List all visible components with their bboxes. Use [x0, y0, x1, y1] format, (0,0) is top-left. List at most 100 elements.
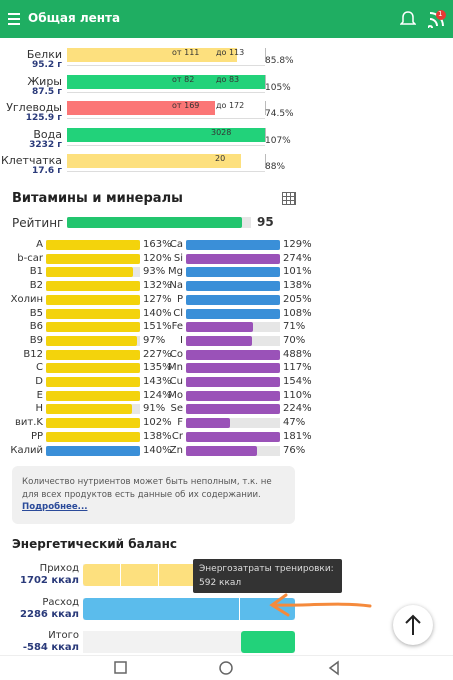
- nutrient-name: Cl: [173, 307, 183, 319]
- bar: [67, 154, 242, 168]
- bar: [46, 308, 140, 319]
- rating-value: 95: [257, 215, 274, 229]
- percent: 227%: [143, 348, 172, 360]
- rating-label: Рейтинг: [12, 216, 64, 230]
- nutrient-name: Co: [169, 348, 183, 360]
- tooltip: Энергозатраты тренировки: 592 ккал: [193, 559, 342, 593]
- energy-value: 2286 ккал: [20, 608, 79, 620]
- bar: [46, 377, 140, 387]
- percent: 181%: [283, 430, 312, 442]
- max-label: до 83: [216, 74, 240, 84]
- nutrient-name: P: [176, 293, 183, 305]
- nutrient-name: F: [177, 417, 183, 429]
- bell-icon[interactable]: [400, 10, 416, 28]
- percent: 88%: [265, 162, 286, 172]
- energy-label: Приход: [39, 563, 79, 574]
- bar: [46, 390, 140, 401]
- percent: 124%: [143, 389, 172, 401]
- app-bar: Общая лента 1: [0, 0, 453, 38]
- nav-bar: [0, 655, 453, 680]
- bar-track: [186, 418, 280, 429]
- percent: 132%: [143, 280, 172, 292]
- scroll-top-button[interactable]: [393, 605, 433, 645]
- bar: [46, 404, 132, 415]
- percent: 110%: [283, 389, 312, 401]
- percent: 91%: [143, 403, 166, 415]
- bar-track: [67, 154, 266, 168]
- table-icon[interactable]: [282, 192, 296, 205]
- bar-track: [67, 127, 266, 142]
- percent: 93%: [143, 266, 166, 278]
- energy-label: Итого: [48, 630, 79, 641]
- nutrient-name: B12: [23, 348, 43, 360]
- bar-baseline: [67, 118, 265, 119]
- nutrient-amount: 87.5 г: [31, 86, 62, 97]
- percent: 163%: [143, 239, 172, 250]
- nutrient-name: Mo: [168, 389, 183, 401]
- nutrient-name: вит.K: [15, 417, 43, 429]
- bar: [67, 48, 237, 62]
- nutrient-name: B5: [29, 307, 43, 319]
- percent: 74.5%: [265, 109, 294, 119]
- bar: [46, 240, 140, 250]
- bar: [67, 101, 215, 115]
- bar: [67, 74, 265, 89]
- note-link[interactable]: Подробнее...: [22, 502, 88, 512]
- bar: [46, 431, 140, 442]
- percent: 205%: [283, 293, 312, 305]
- bar: [186, 390, 280, 401]
- nutrient-name: b-car: [17, 252, 43, 264]
- bar: [46, 418, 140, 429]
- nutrient-name: Ca: [169, 239, 183, 250]
- nutrient-amount: 95.2 г: [31, 60, 62, 70]
- bar-baseline: [67, 171, 265, 172]
- percent: 108%: [283, 307, 312, 319]
- bar: [186, 281, 280, 292]
- tooltip-value: 592 ккал: [199, 578, 242, 588]
- percent: 102%: [143, 417, 172, 429]
- bar: [186, 240, 280, 250]
- bar: [186, 349, 280, 360]
- tooltip-title: Энергозатраты тренировки:: [199, 564, 334, 574]
- badge: 1: [438, 10, 443, 18]
- percent: 105%: [265, 82, 291, 93]
- nutrient-name: D: [35, 376, 43, 387]
- annotation-arrow: [269, 593, 372, 617]
- nutrient-name: Mn: [168, 362, 183, 374]
- percent: 107%: [265, 135, 291, 146]
- min-label: от 111: [172, 48, 200, 57]
- section-title: Витамины и минералы: [12, 191, 183, 206]
- bar: [46, 363, 140, 374]
- menu-icon[interactable]: [6, 11, 22, 27]
- title: Общая лента: [28, 11, 121, 25]
- bar: [186, 335, 252, 346]
- energy-bar: [83, 597, 295, 620]
- bar: [186, 253, 280, 264]
- percent: 488%: [283, 348, 312, 360]
- nutrient-name: Cr: [171, 430, 183, 442]
- bar: [46, 349, 140, 360]
- percent: 71%: [283, 321, 306, 333]
- bar: [186, 363, 280, 374]
- min-label: от 82: [172, 74, 195, 84]
- percent: 101%: [283, 266, 312, 278]
- percent: 85.8%: [265, 56, 294, 66]
- nutrient-name: Холин: [10, 293, 43, 305]
- bar: [46, 445, 140, 456]
- bar-track: [67, 74, 266, 89]
- percent: 143%: [143, 376, 172, 387]
- energy-bar: [240, 631, 295, 653]
- energy-value: -584 ккал: [22, 642, 79, 653]
- nutrient-amount: 125.9 г: [25, 113, 62, 123]
- percent: 138%: [283, 280, 312, 292]
- bar: [46, 281, 140, 292]
- bar: [186, 322, 253, 333]
- target-label: 3028: [211, 127, 232, 137]
- bar-track: [67, 48, 266, 62]
- nutrient-name: H: [35, 403, 43, 415]
- nutrient-name: Na: [169, 280, 183, 292]
- feed-icon[interactable]: [428, 10, 446, 28]
- nutrient-name: Вода: [33, 127, 62, 141]
- bar: [67, 127, 265, 142]
